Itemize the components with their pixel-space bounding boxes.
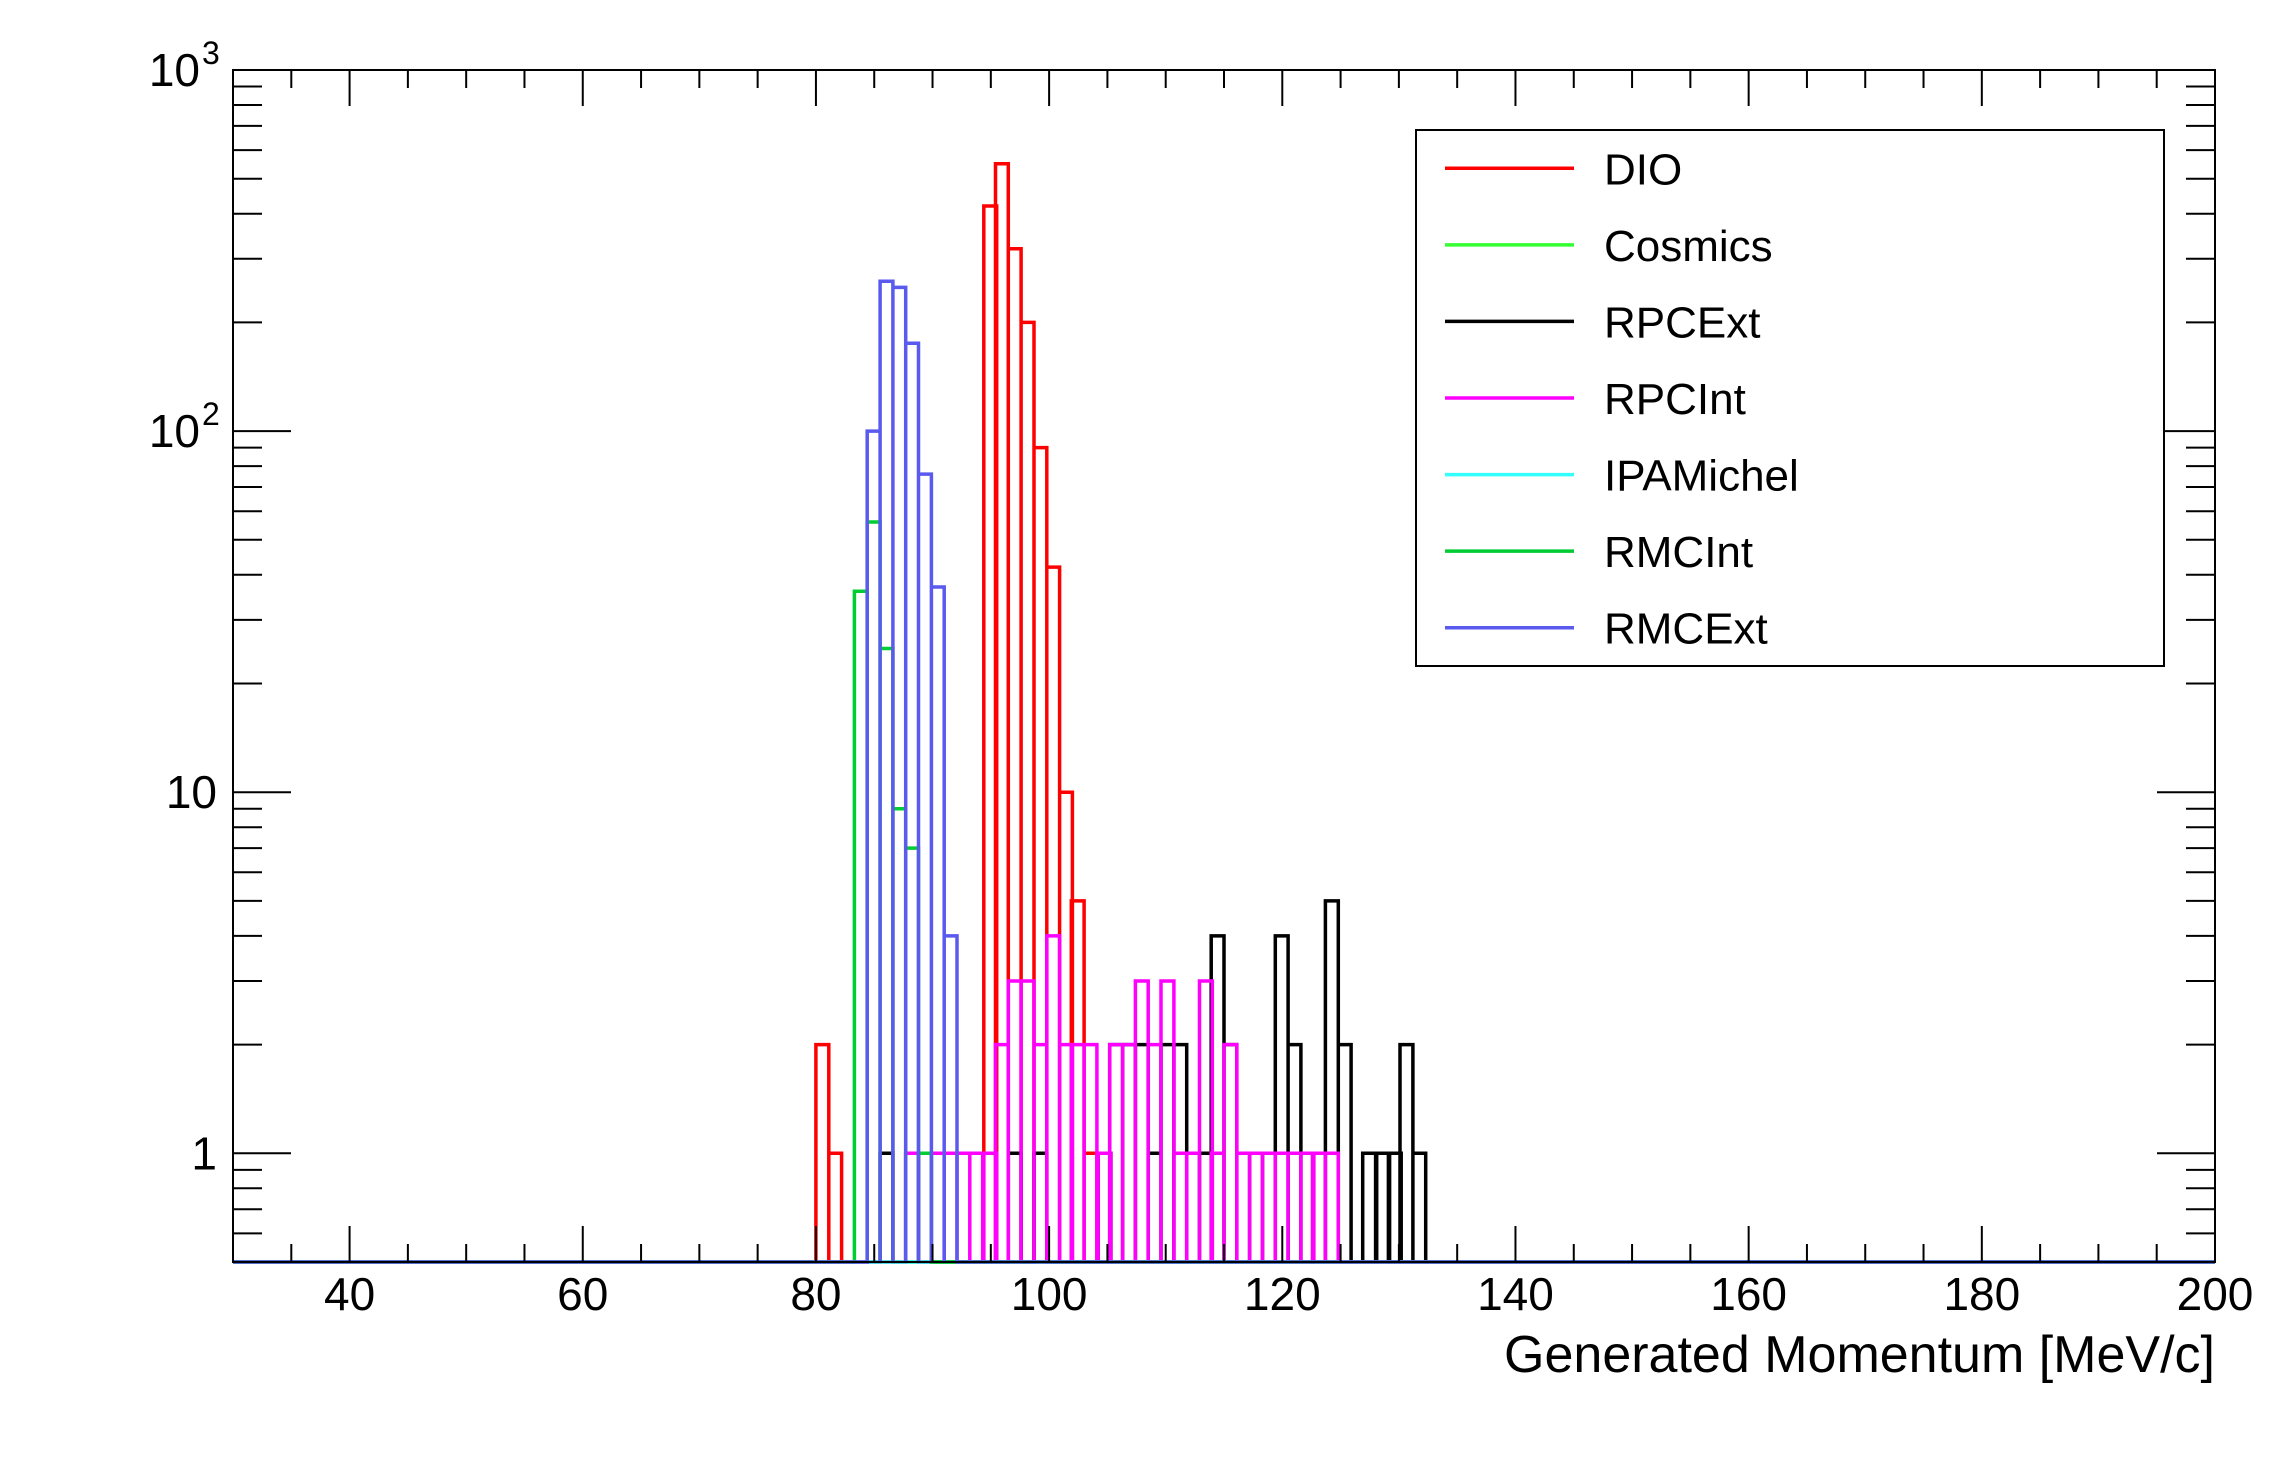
y-tick-exponent: 2 — [202, 396, 220, 432]
y-tick-label: 1 — [191, 1127, 217, 1179]
y-tick-label: 10 — [166, 766, 217, 818]
legend-label-rpcint: RPCInt — [1604, 375, 1746, 424]
x-tick-label: 100 — [1011, 1268, 1088, 1320]
series-rmcext-line — [233, 279, 2215, 1264]
x-tick-label: 80 — [790, 1268, 841, 1320]
x-tick-label: 200 — [2177, 1268, 2254, 1320]
x-tick-label: 40 — [324, 1268, 375, 1320]
x-tick-label: 60 — [557, 1268, 608, 1320]
x-tick-label: 180 — [1943, 1268, 2020, 1320]
y-tick-label: 10 — [149, 44, 200, 96]
legend-label-ipamichel: IPAMichel — [1604, 452, 1799, 501]
x-tick-label: 140 — [1477, 1268, 1554, 1320]
legend: DIO Cosmics RPCExt RPCInt IPAMichel RMCInt RMC… — [1415, 129, 2165, 667]
legend-label-rmcint: RMCInt — [1604, 528, 1753, 577]
legend-label-rpcext: RPCExt — [1604, 298, 1760, 347]
y-tick-label: 10 — [149, 405, 200, 457]
legend-label-rmcext: RMCExt — [1604, 605, 1768, 654]
legend-label-dio: DIO — [1604, 145, 1682, 194]
x-tick-label: 160 — [1710, 1268, 1787, 1320]
x-axis-label: Generated Momentum [MeV/c] — [1504, 1326, 2215, 1384]
y-tick-exponent: 3 — [202, 35, 220, 71]
series-dio-line — [233, 162, 2215, 1264]
x-tick-label: 120 — [1244, 1268, 1321, 1320]
legend-label-cosmics: Cosmics — [1604, 222, 1773, 271]
series-rpcint-line — [233, 934, 2215, 1264]
